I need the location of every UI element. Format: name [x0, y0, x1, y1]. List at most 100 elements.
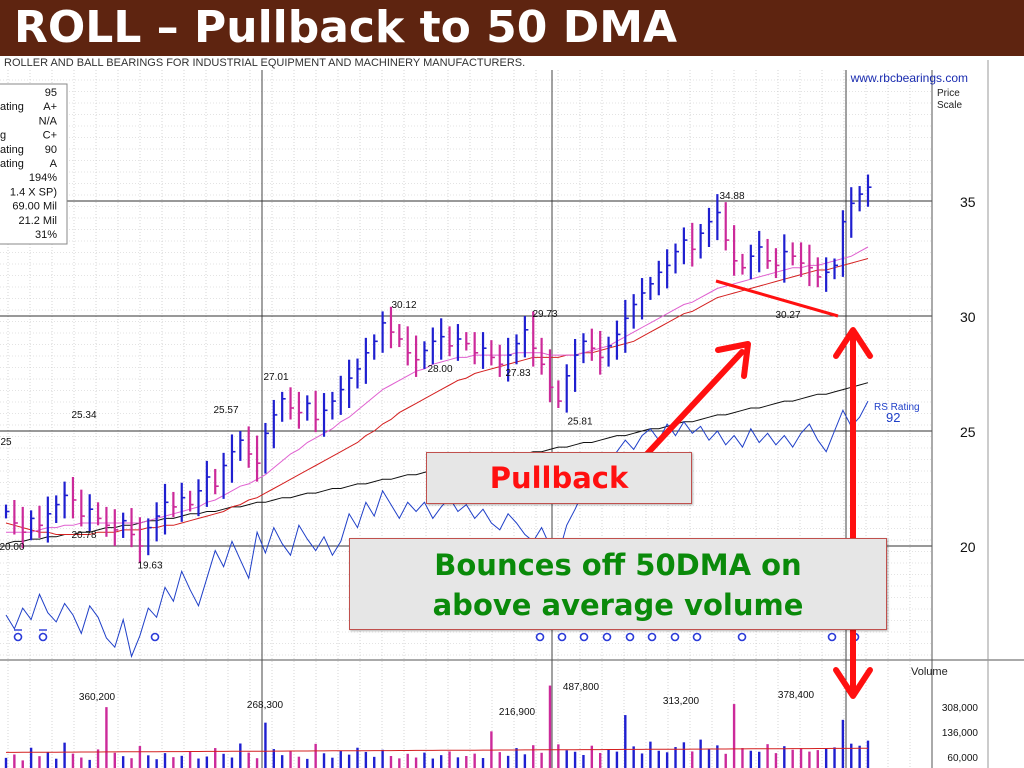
price-scale-label-1: Price — [937, 88, 960, 99]
volume-bar — [55, 758, 58, 768]
volume-bar — [841, 719, 845, 768]
price-bar — [573, 339, 579, 392]
volume-bar — [724, 753, 727, 768]
volume-bar — [46, 751, 50, 768]
volume-bar — [808, 751, 811, 768]
price-bar — [55, 495, 60, 523]
signal-circle — [692, 632, 702, 642]
price-bar — [532, 311, 537, 367]
volume-bar — [255, 758, 259, 768]
ma-10-path — [6, 246, 869, 533]
signal-circle — [670, 632, 680, 642]
price-annotation: 25.81 — [567, 416, 592, 427]
volume-annotation: 378,400 — [778, 690, 815, 701]
price-bar — [356, 358, 361, 389]
company-description: ROLLER AND BALL BEARINGS FOR INDUSTRIAL … — [4, 57, 525, 69]
volume-bar — [649, 741, 652, 768]
volume-bar — [205, 756, 209, 768]
price-bar — [289, 387, 295, 420]
price-bar — [749, 244, 755, 280]
bounce-text-line-2: above average volume — [432, 588, 804, 622]
signal-circle — [13, 632, 23, 642]
stat-value: 21.2 Mil — [18, 215, 57, 227]
price-bar — [557, 380, 562, 408]
price-bar — [80, 489, 85, 527]
price-bar — [113, 509, 119, 546]
volume-bar — [431, 758, 435, 768]
stat-value: N/A — [39, 115, 58, 127]
price-bar — [381, 311, 387, 353]
volume-tick-label: 308,000 — [942, 703, 979, 714]
price-bar — [858, 186, 864, 212]
volume-bar — [716, 745, 719, 768]
price-bar — [615, 320, 621, 360]
volume-bar — [632, 746, 635, 768]
website-link[interactable]: www.rbcbearings.com — [850, 71, 968, 85]
volume-bar — [71, 753, 75, 768]
price-bar — [423, 341, 428, 369]
volume-bar — [657, 750, 660, 768]
volume-bar — [674, 747, 677, 768]
volume-annotation: 487,800 — [563, 682, 600, 693]
stat-value: 90 — [45, 144, 57, 156]
stat-label: ating — [0, 158, 24, 170]
volume-bar — [850, 743, 853, 768]
signal-circle — [557, 632, 567, 642]
price-bar — [473, 332, 479, 365]
stats-box — [0, 83, 68, 245]
volume-annotation: 268,300 — [247, 700, 284, 711]
volume-annotation: 216,900 — [499, 707, 536, 718]
price-bar — [448, 326, 454, 357]
price-bar — [306, 395, 311, 421]
volume-tick-label: 60,000 — [947, 753, 978, 764]
price-bar — [456, 324, 462, 361]
volume-bar — [88, 759, 91, 768]
volume-bar — [356, 747, 359, 768]
rs-line — [5, 400, 869, 659]
volume-bar — [540, 752, 543, 768]
price-bar — [699, 224, 705, 259]
signal-circle — [579, 632, 589, 642]
volume-bar — [515, 748, 518, 768]
price-bar — [582, 333, 587, 364]
bounce-text-line-1: Bounces off 50DMA on — [434, 548, 802, 582]
annotation-arrows — [643, 279, 873, 699]
volume-bar — [816, 750, 819, 768]
price-bar — [96, 502, 102, 526]
volume-bar — [665, 752, 669, 768]
volume-bar — [799, 748, 803, 768]
price-bar — [214, 468, 219, 495]
volume-annotation: 360,200 — [79, 692, 116, 703]
price-bar — [707, 207, 713, 247]
volume-bar — [155, 759, 158, 768]
price-bar — [155, 502, 161, 542]
pullback-trendline — [715, 279, 839, 318]
stat-value: A — [50, 158, 58, 170]
price-annotation: 29.73 — [532, 309, 557, 320]
stat-label: ating — [0, 144, 24, 156]
signal-circle — [647, 632, 657, 642]
price-bar — [498, 344, 504, 377]
price-bar — [46, 496, 52, 543]
volume-bar — [239, 743, 242, 768]
price-bar — [724, 202, 730, 251]
price-bar — [30, 510, 35, 541]
volume-bar — [130, 758, 133, 768]
volume-bar — [448, 751, 451, 768]
signal-circle — [827, 632, 837, 642]
price-tick-label: 35 — [960, 194, 976, 210]
volume-bar — [21, 760, 24, 768]
stock-chart: ROLLER AND BALL BEARINGS FOR INDUSTRIAL … — [0, 56, 1024, 768]
price-bar — [130, 508, 136, 548]
volume-bar — [331, 757, 334, 768]
price-annotation: 30.27 — [775, 310, 800, 321]
volume-bar — [113, 752, 116, 768]
stats-panel: 95 ating A+ N/A g C+ ating 90 ating A 194% 1.4 X SP… — [0, 83, 68, 245]
price-bar — [816, 257, 822, 288]
price-annotation: 25.34 — [71, 410, 96, 421]
volume-bar — [389, 756, 393, 768]
volume-bar — [180, 755, 183, 768]
volume-bar — [791, 749, 794, 768]
price-bar — [264, 422, 269, 474]
volume-bar — [289, 751, 292, 768]
